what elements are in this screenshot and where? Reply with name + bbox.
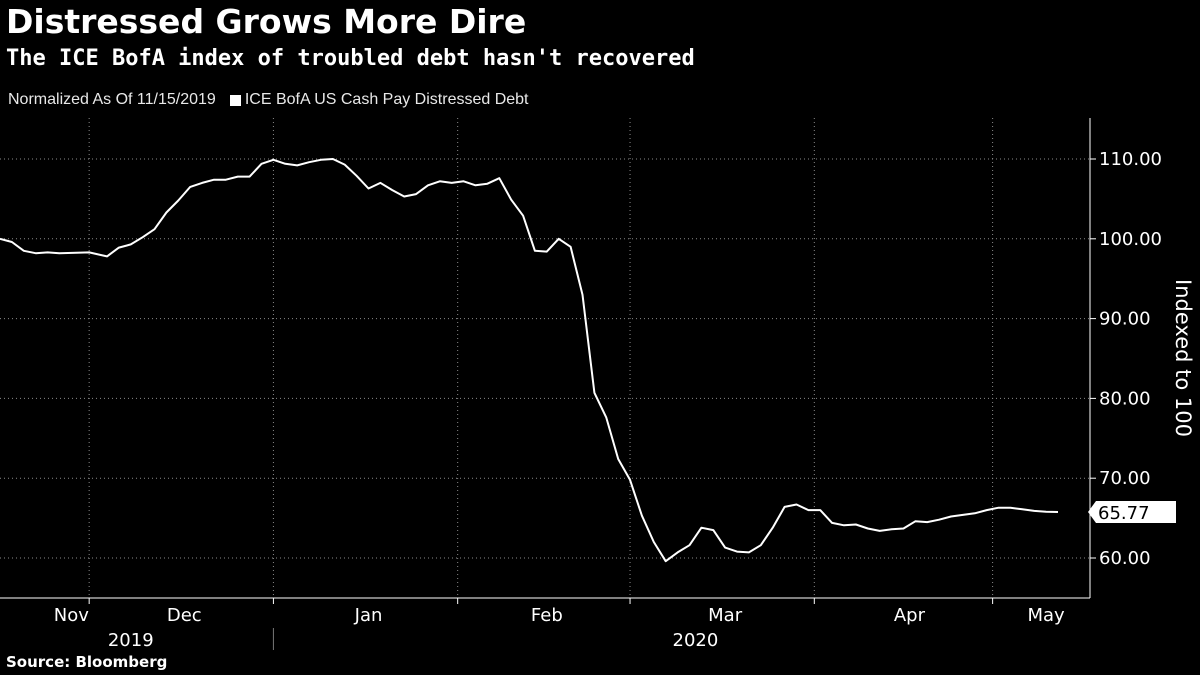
chart-subtitle: The ICE BofA index of troubled debt hasn…: [6, 46, 695, 71]
x-year-label: 2020: [673, 630, 719, 651]
series-line: [0, 158, 1059, 563]
source-note: Source: Bloomberg: [6, 653, 168, 671]
chart-title: Distressed Grows More Dire: [6, 2, 527, 41]
y-tick-label: 90.00: [1099, 309, 1151, 330]
last-value-label: 65.77: [1098, 503, 1150, 524]
y-tick-label: 80.00: [1099, 388, 1151, 409]
last-value-marker: 65.77: [1088, 500, 1176, 524]
y-axis-title: Indexed to 100: [1171, 279, 1195, 437]
x-tick-label: Jan: [354, 605, 383, 626]
legend-swatch: [229, 94, 241, 106]
x-tick-label: Mar: [708, 605, 743, 626]
y-tick-label: 60.00: [1099, 548, 1151, 569]
gridlines: [0, 118, 1090, 598]
x-tick-label: Apr: [894, 605, 926, 626]
x-tick-label: Dec: [167, 605, 202, 626]
y-tick-label: 70.00: [1099, 468, 1151, 489]
x-tick-label: Feb: [531, 605, 563, 626]
legend-series-name: ICE BofA US Cash Pay Distressed Debt: [244, 91, 529, 108]
y-tick-label: 100.00: [1099, 229, 1162, 250]
x-year-label: 2019: [108, 630, 154, 651]
axes: [0, 118, 1096, 650]
y-axis-labels: 60.00 70.00 80.00 90.00 100.00 110.00: [1099, 149, 1162, 569]
series-group: [0, 158, 1059, 563]
last-value-tag: [1088, 500, 1176, 523]
legend-note: Normalized As Of 11/15/2019: [8, 91, 216, 108]
x-axis-labels: Nov Dec Jan Feb Mar Apr May 2019 2020: [54, 605, 1065, 651]
x-tick-label: Nov: [54, 605, 89, 626]
y-tick-label: 110.00: [1099, 149, 1162, 170]
legend: Normalized As Of 11/15/2019 ICE BofA US …: [8, 91, 529, 109]
x-tick-label: May: [1028, 605, 1066, 626]
